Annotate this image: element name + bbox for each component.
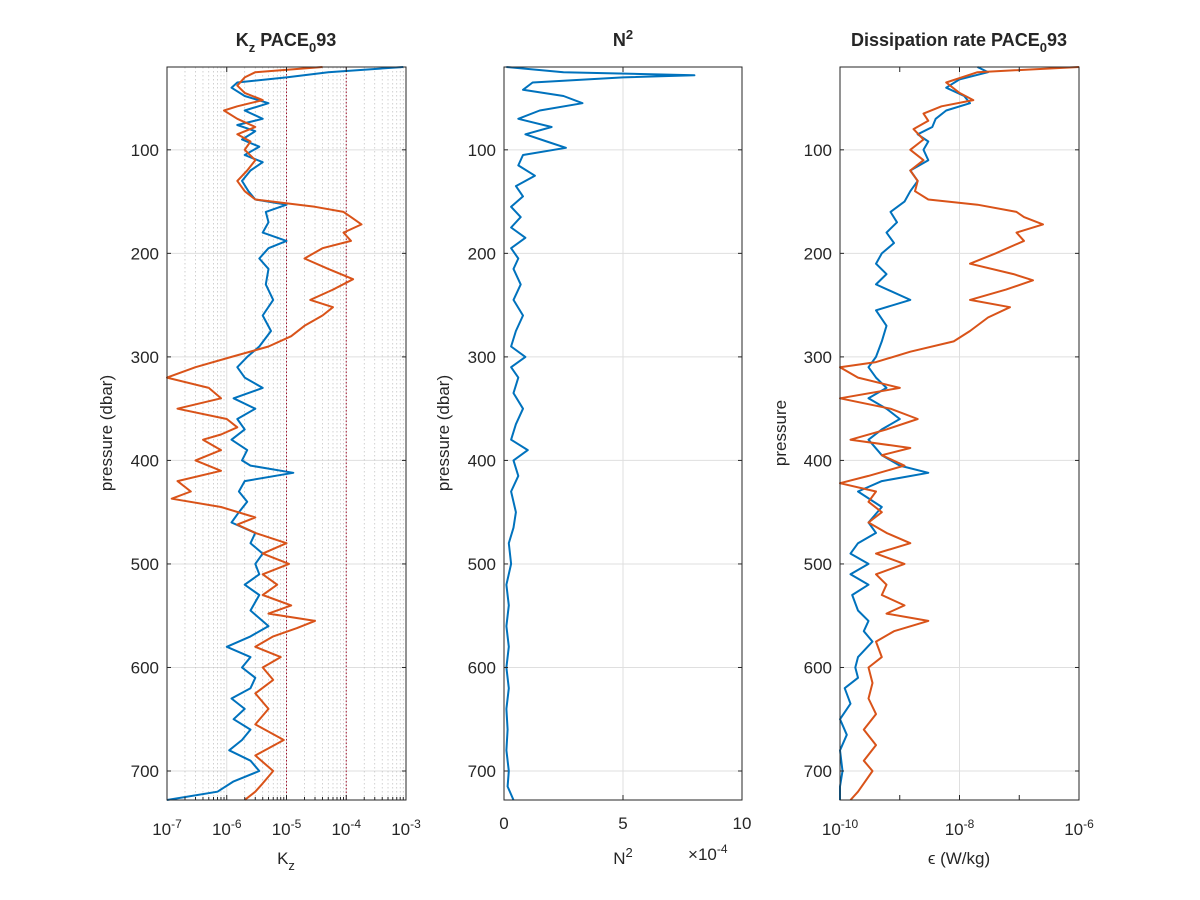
kz-y-axis-label: pressure (dbar) [97, 375, 116, 491]
dissipation-x-tick-labels: 10-10 10-8 10-6 [822, 817, 1094, 839]
y-tick-label: 300 [468, 348, 496, 367]
y-tick-label: 600 [468, 658, 496, 677]
series-line-1 [505, 66, 696, 801]
kz-title: Kz PACE093 [236, 30, 336, 55]
kz-x-tick-labels: 10-7 10-6 10-5 10-4 10-3 [152, 817, 421, 839]
series-line-1 [839, 66, 989, 800]
x-tick-label: 10-8 [945, 817, 975, 839]
y-tick-label: 500 [804, 555, 832, 574]
n2-x-axis-label: N2 [613, 845, 633, 868]
y-tick-label: 100 [468, 141, 496, 160]
n2-series [505, 66, 696, 801]
y-tick-label: 200 [131, 244, 159, 263]
y-tick-label: 200 [468, 244, 496, 263]
series-line-1 [166, 66, 404, 801]
x-tick-label: 10-4 [331, 817, 361, 839]
x-tick-label: 10-5 [272, 817, 302, 839]
y-tick-label: 700 [131, 762, 159, 781]
n2-x-multiplier: ×10-4 [688, 842, 728, 864]
dissipation-y-tick-labels: 100 200 300 400 500 600 700 [804, 141, 832, 781]
x-tick-label: 5 [618, 814, 627, 833]
kz-axes-frame [166, 66, 407, 801]
y-tick-label: 400 [131, 451, 159, 470]
y-tick-label: 700 [804, 762, 832, 781]
kz-series [166, 66, 404, 801]
y-tick-label: 100 [131, 141, 159, 160]
x-tick-label: 10-7 [152, 817, 182, 839]
n2-panel: 0 5 10 100 200 300 400 500 600 700 N2 N2 ×10-4 p… [434, 27, 751, 868]
dissipation-title: Dissipation rate PACE093 [851, 30, 1067, 55]
x-tick-label: 10 [733, 814, 752, 833]
y-tick-label: 400 [804, 451, 832, 470]
x-tick-label: 10-10 [822, 817, 859, 839]
y-tick-label: 600 [804, 658, 832, 677]
x-tick-label: 0 [499, 814, 508, 833]
n2-axes-frame [503, 66, 743, 801]
y-tick-label: 500 [468, 555, 496, 574]
y-tick-label: 500 [131, 555, 159, 574]
n2-y-tick-labels: 100 200 300 400 500 600 700 [468, 141, 496, 781]
series-line-2 [166, 66, 363, 801]
dissipation-panel: 10-10 10-8 10-6 100 200 300 400 500 600 700 Diss… [771, 30, 1094, 868]
y-tick-label: 200 [804, 244, 832, 263]
y-tick-label: 100 [804, 141, 832, 160]
y-tick-label: 300 [131, 348, 159, 367]
n2-x-tick-labels: 0 5 10 [499, 814, 751, 833]
y-tick-label: 600 [131, 658, 159, 677]
y-tick-label: 400 [468, 451, 496, 470]
dissipation-x-axis-label: ϵ (W/kg) [928, 849, 990, 868]
x-tick-label: 10-3 [391, 817, 421, 839]
n2-y-axis-label: pressure (dbar) [434, 375, 453, 491]
x-tick-label: 10-6 [212, 817, 242, 839]
dissipation-y-axis-label: pressure [771, 400, 790, 466]
dissipation-axes-frame [839, 66, 1080, 801]
kz-panel: 10-7 10-6 10-5 10-4 10-3 100 200 300 400 500 600 7… [97, 30, 421, 873]
y-tick-label: 300 [804, 348, 832, 367]
kz-x-axis-label: Kz [277, 849, 295, 873]
y-tick-label: 700 [468, 762, 496, 781]
dissipation-ticks [839, 67, 1080, 800]
n2-title: N2 [613, 27, 633, 50]
kz-y-tick-labels: 100 200 300 400 500 600 700 [131, 141, 159, 781]
x-tick-label: 10-6 [1064, 817, 1094, 839]
